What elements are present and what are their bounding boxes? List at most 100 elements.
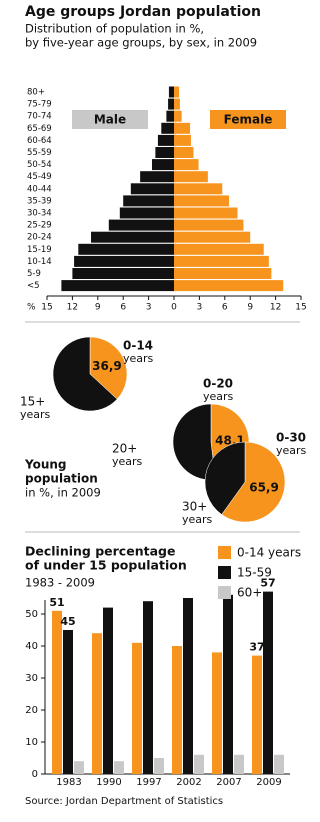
y-tick-label: 10	[25, 737, 38, 748]
category-unit: years	[182, 513, 213, 526]
category-unit: years	[276, 444, 307, 457]
bar	[172, 646, 182, 774]
bar	[174, 134, 191, 146]
legend-swatch	[210, 110, 286, 129]
bar	[174, 122, 191, 134]
bar	[155, 147, 174, 158]
bar	[174, 219, 244, 231]
value-label: 44,1	[215, 471, 237, 482]
bar	[130, 183, 174, 195]
value-label: 45	[60, 615, 75, 628]
bar	[174, 98, 180, 110]
bar	[174, 231, 251, 243]
legend-swatch	[218, 546, 231, 559]
bar	[114, 761, 124, 774]
x-tick-label: 1990	[96, 777, 121, 788]
x-tick-label: 15	[41, 303, 52, 313]
bar	[119, 207, 174, 219]
category-label: 0-14	[123, 339, 153, 353]
source: Source: Jordan Department of Statistics	[25, 796, 223, 807]
bar	[174, 280, 284, 292]
value-label: 63,1	[62, 376, 84, 387]
x-tick-label: 9	[95, 303, 101, 313]
bar	[52, 610, 62, 774]
x-tick-label: 15	[295, 303, 306, 313]
bar	[174, 147, 194, 158]
y-tick-label: 10-14	[27, 257, 52, 267]
bar	[61, 280, 174, 292]
x-tick-label: 3	[146, 303, 152, 313]
value-label: 36,9	[92, 359, 122, 373]
bar	[78, 243, 174, 255]
bar	[108, 219, 174, 231]
legend-label: 60+	[237, 586, 262, 600]
bar	[63, 630, 73, 774]
y-tick-label: 0	[32, 769, 38, 780]
y-tick-label: 35-39	[27, 196, 52, 206]
category-label: 0-20	[203, 377, 233, 391]
bar	[151, 159, 174, 171]
x-tick-label: 12	[67, 303, 78, 313]
bar	[154, 758, 164, 774]
y-tick-label: <5	[27, 281, 40, 291]
bar	[74, 761, 84, 774]
value-label: 51,9	[181, 438, 203, 449]
value-label: 51	[49, 596, 64, 609]
bar	[174, 171, 208, 183]
y-tick-label: 25-29	[27, 221, 52, 231]
x-axis-label: %	[27, 303, 36, 313]
y-tick-label: 30-34	[27, 209, 52, 219]
bar	[103, 607, 113, 774]
bar	[174, 195, 230, 207]
bar	[183, 598, 193, 774]
value-label: 37	[249, 641, 264, 654]
legend-label: 15-59	[237, 566, 272, 580]
y-tick-label: 20-24	[27, 233, 52, 243]
bar	[174, 255, 269, 267]
value-label: 65,9	[249, 481, 279, 495]
x-tick-label: 6	[222, 303, 228, 313]
y-tick-label: 20	[25, 705, 38, 716]
bar	[92, 633, 102, 774]
category-unit: years	[123, 352, 154, 365]
x-tick-label: 6	[120, 303, 126, 313]
pie-slice	[204, 441, 246, 515]
bar	[274, 754, 284, 774]
bar-title: Declining percentage	[25, 544, 175, 559]
pie-title: population	[25, 472, 98, 486]
y-tick-label: 15-19	[27, 245, 52, 255]
y-tick-label: 60-64	[27, 136, 52, 146]
y-tick-label: 50	[25, 609, 38, 620]
y-tick-label: 55-59	[27, 148, 52, 158]
bar	[174, 86, 180, 98]
bar	[234, 754, 244, 774]
x-tick-label: 3	[197, 303, 203, 313]
x-tick-label: 9	[247, 303, 253, 313]
y-tick-label: 80+	[27, 88, 45, 98]
pie-slice	[172, 403, 216, 481]
value-label: 57	[260, 577, 275, 590]
category-label: 20+	[112, 442, 137, 456]
y-tick-label: 45-49	[27, 172, 52, 182]
bar	[143, 601, 153, 774]
bar	[194, 754, 204, 774]
pie-slice	[89, 336, 128, 400]
pyramid-title: Age groups Jordan population	[25, 4, 261, 20]
bar	[174, 207, 238, 219]
x-tick-label: 1997	[136, 777, 161, 788]
pie-slice	[221, 441, 286, 523]
x-tick-label: 2002	[176, 777, 201, 788]
bar	[140, 171, 174, 183]
x-tick-label: 1983	[56, 777, 81, 788]
x-tick-label: 2009	[256, 777, 281, 788]
legend-swatch	[72, 110, 148, 129]
y-tick-label: 65-69	[27, 124, 52, 134]
bar	[166, 110, 174, 122]
bar	[168, 98, 174, 110]
bar	[72, 268, 174, 279]
category-label: 0-30	[276, 431, 306, 445]
pyramid-subtitle: by five-year age groups, by sex, in 2009	[25, 36, 257, 50]
bar	[161, 122, 174, 134]
bar-subtitle: 1983 - 2009	[25, 576, 95, 590]
